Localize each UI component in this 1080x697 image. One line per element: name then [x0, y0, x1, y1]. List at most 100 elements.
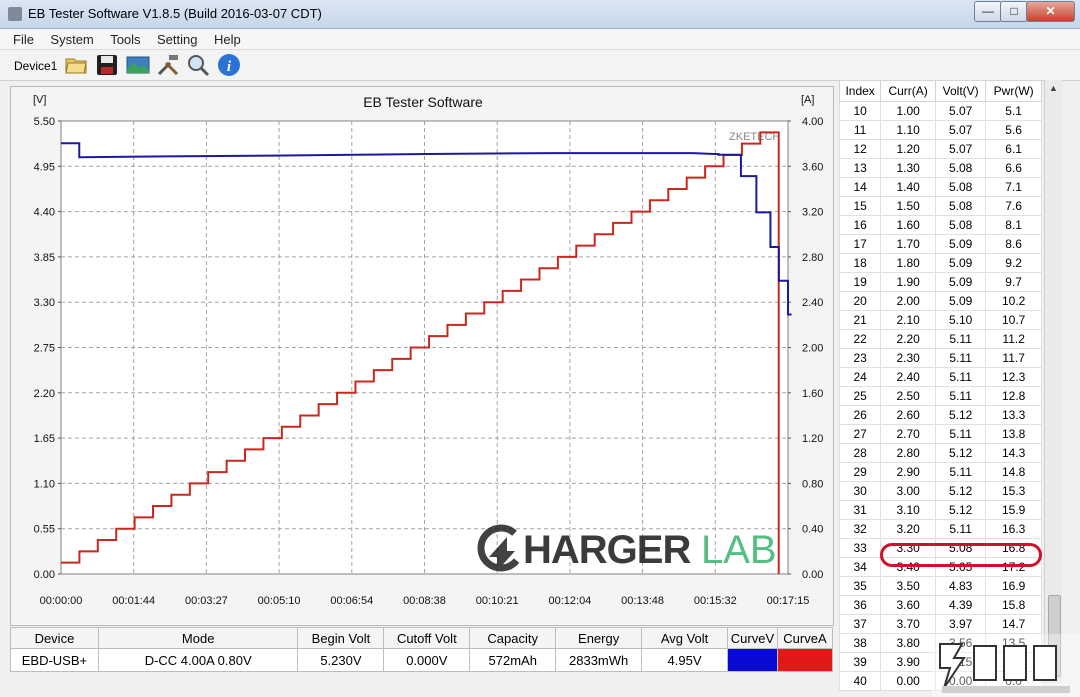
- summary-header-curvev: CurveV: [726, 627, 778, 649]
- table-row[interactable]: 29 2.90 5.11 14.8: [838, 462, 1042, 482]
- series-current-curve: [61, 131, 780, 574]
- time-axis-tick-label: 00:15:32: [694, 595, 737, 607]
- table-row[interactable]: 19 1.90 5.09 9.7: [838, 272, 1042, 292]
- cell-voltage: 5.07: [935, 139, 987, 159]
- table-row[interactable]: 12 1.20 5.07 6.1: [838, 139, 1042, 159]
- summary-row[interactable]: EBD-USB+ D-CC 4.00A 0.80V 5.230V 0.000V …: [10, 648, 834, 672]
- cell-voltage: 5.12: [935, 405, 987, 425]
- table-row[interactable]: 13 1.30 5.08 6.6: [838, 158, 1042, 178]
- menu-bar: File System Tools Setting Help: [0, 29, 1080, 50]
- table-row[interactable]: 21 2.10 5.10 10.7: [838, 310, 1042, 330]
- menu-setting[interactable]: Setting: [157, 32, 198, 47]
- table-row[interactable]: 26 2.60 5.12 13.3: [838, 405, 1042, 425]
- cell-current: 3.00: [880, 481, 937, 501]
- time-axis-tick-label: 00:17:15: [767, 595, 810, 607]
- menu-tools[interactable]: Tools: [110, 32, 141, 47]
- left-axis-tick-label: 4.40: [34, 207, 55, 219]
- column-voltage[interactable]: Volt(V): [935, 80, 987, 102]
- summary-mode: D-CC 4.00A 0.80V: [97, 648, 299, 672]
- time-axis-ticks: 00:00:00 00:01:44 00:03:27 00:05:10 00:06:54…: [40, 595, 810, 607]
- cell-voltage: 5.08: [935, 177, 987, 197]
- table-row[interactable]: 37 3.70 3.97 14.7: [838, 614, 1042, 634]
- table-row[interactable]: 22 2.20 5.11 11.2: [838, 329, 1042, 349]
- curvev-color-swatch[interactable]: [726, 648, 778, 672]
- cell-power: 15.8: [985, 595, 1042, 615]
- cell-power: 13.8: [985, 424, 1042, 444]
- table-row[interactable]: 18 1.80 5.09 9.2: [838, 253, 1042, 273]
- table-row[interactable]: 10 1.00 5.07 5.1: [838, 101, 1042, 121]
- app-icon: [8, 7, 22, 21]
- summary-capacity: 572mAh: [469, 648, 557, 672]
- menu-file[interactable]: File: [13, 32, 34, 47]
- menu-help[interactable]: Help: [213, 32, 241, 47]
- table-row[interactable]: 14 1.40 5.08 7.1: [838, 177, 1042, 197]
- table-row[interactable]: 17 1.70 5.09 8.6: [838, 234, 1042, 254]
- cell-index: 17: [838, 234, 882, 254]
- column-index[interactable]: Index: [838, 80, 882, 102]
- tools-icon[interactable]: [156, 53, 180, 77]
- cell-index: 16: [838, 215, 882, 235]
- cell-power: 8.1: [985, 215, 1042, 235]
- close-button[interactable]: ✕: [1026, 1, 1075, 22]
- table-row[interactable]: 25 2.50 5.11 12.8: [838, 386, 1042, 406]
- cell-power: 7.1: [985, 177, 1042, 197]
- right-axis-tick-label: 2.00: [802, 343, 823, 355]
- picture-icon[interactable]: [126, 53, 150, 77]
- cell-current: 2.40: [880, 367, 937, 387]
- table-row[interactable]: 15 1.50 5.08 7.6: [838, 196, 1042, 216]
- minimize-button[interactable]: —: [974, 1, 1002, 22]
- column-current[interactable]: Curr(A): [880, 80, 937, 102]
- menu-system[interactable]: System: [50, 32, 94, 47]
- cell-index: 34: [838, 557, 882, 577]
- time-axis-tick-label: 00:08:38: [403, 595, 446, 607]
- readings-table: Index Curr(A) Volt(V) Pwr(W) 10 1.00 5.07 5…: [838, 80, 1042, 691]
- table-row[interactable]: 36 3.60 4.39 15.8: [838, 595, 1042, 615]
- cell-current: 2.50: [880, 386, 937, 406]
- info-icon[interactable]: i: [217, 53, 241, 77]
- table-row[interactable]: 24 2.40 5.11 12.3: [838, 367, 1042, 387]
- summary-header-curvea: CurveA: [776, 627, 834, 649]
- device-label[interactable]: Device1: [14, 59, 58, 73]
- table-scrollbar[interactable]: ▲: [1044, 80, 1062, 683]
- summary-header-avg-volt: Avg Volt: [641, 627, 728, 649]
- cell-voltage: 5.11: [935, 519, 987, 539]
- table-row[interactable]: 20 2.00 5.09 10.2: [838, 291, 1042, 311]
- cell-current: 3.80: [880, 633, 937, 653]
- right-axis-tick-label: 3.20: [802, 207, 823, 219]
- table-row[interactable]: 35 3.50 4.83 16.9: [838, 576, 1042, 596]
- time-axis-tick-label: 00:01:44: [112, 595, 155, 607]
- cell-current: 3.40: [880, 557, 937, 577]
- left-axis-tick-label: 2.75: [34, 343, 55, 355]
- table-row[interactable]: 11 1.10 5.07 5.6: [838, 120, 1042, 140]
- cell-index: 23: [838, 348, 882, 368]
- table-row[interactable]: 30 3.00 5.12 15.3: [838, 481, 1042, 501]
- open-folder-icon[interactable]: [64, 53, 88, 77]
- table-row[interactable]: 31 3.10 5.12 15.9: [838, 500, 1042, 520]
- table-row[interactable]: 27 2.70 5.11 13.8: [838, 424, 1042, 444]
- table-row[interactable]: 23 2.30 5.11 11.7: [838, 348, 1042, 368]
- save-disk-icon[interactable]: [95, 53, 119, 77]
- magnifier-icon[interactable]: [186, 53, 210, 77]
- cell-index: 13: [838, 158, 882, 178]
- cell-power: 7.6: [985, 196, 1042, 216]
- cell-current: 1.10: [880, 120, 937, 140]
- maximize-button[interactable]: □: [1000, 1, 1028, 22]
- table-row[interactable]: 34 3.40 5.05 17.2: [838, 557, 1042, 577]
- table-row[interactable]: 32 3.20 5.11 16.3: [838, 519, 1042, 539]
- column-power[interactable]: Pwr(W): [985, 80, 1042, 102]
- cell-power: 14.8: [985, 462, 1042, 482]
- cell-current: 1.40: [880, 177, 937, 197]
- cell-power: 15.9: [985, 500, 1042, 520]
- cell-current: 2.60: [880, 405, 937, 425]
- cell-current: 2.10: [880, 310, 937, 330]
- left-axis-tick-label: 2.20: [34, 388, 55, 400]
- cell-voltage: 5.12: [935, 443, 987, 463]
- cell-index: 33: [838, 538, 882, 558]
- table-row[interactable]: 16 1.60 5.08 8.1: [838, 215, 1042, 235]
- curvea-color-swatch[interactable]: [776, 648, 834, 672]
- site-watermark-logo: [932, 634, 1080, 697]
- scroll-up-icon[interactable]: ▲: [1049, 83, 1058, 93]
- table-row[interactable]: 28 2.80 5.12 14.3: [838, 443, 1042, 463]
- summary-header-begin-volt: Begin Volt: [297, 627, 385, 649]
- highlight-ring-row-34: [880, 543, 1042, 567]
